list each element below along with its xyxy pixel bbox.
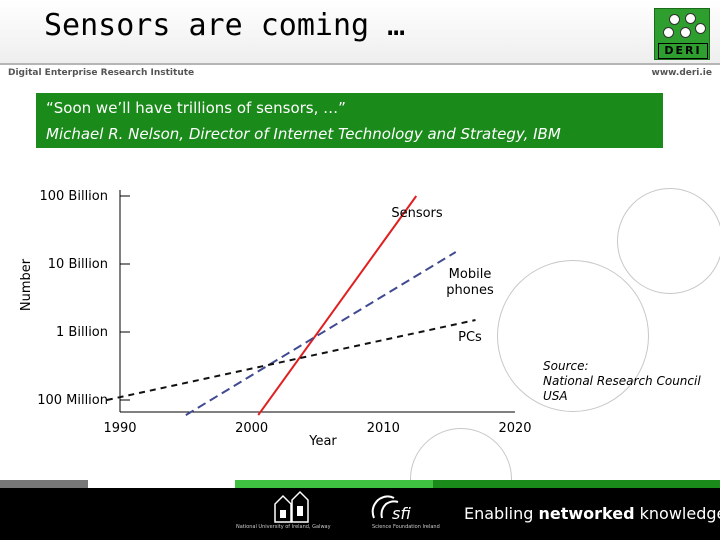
sfi-text: sfi <box>392 504 411 523</box>
logo-dot-icon <box>663 27 674 38</box>
source-annotation: Source: <box>543 359 589 373</box>
logo-dot-icon <box>685 13 696 24</box>
header-divider <box>0 63 720 65</box>
series-label: Mobile <box>449 267 492 282</box>
chart-labels: 100 Billion 10 Billion 1 Billion 100 Millio… <box>19 189 701 449</box>
series-line-mobile-phones <box>185 251 457 416</box>
source-annotation: USA <box>543 389 568 403</box>
tagline-bold: networked <box>538 504 635 523</box>
y-tick-label: 100 Million <box>37 393 108 408</box>
x-tick-label: 2000 <box>235 421 268 436</box>
deri-logo: DERI <box>654 8 710 60</box>
x-tick-label: 2020 <box>498 421 531 436</box>
nuig-caption: National University of Ireland, Galway <box>236 524 331 530</box>
nuig-crest-icon <box>274 490 309 523</box>
logo-text: DERI <box>658 43 708 59</box>
tagline-part: Enabling <box>464 504 539 523</box>
logo-dot-icon <box>695 23 706 34</box>
sfi-logo-icon <box>371 495 399 519</box>
sfi-caption: Science Foundation Ireland <box>372 524 440 530</box>
footer-strip-gray <box>0 480 88 488</box>
chart-series <box>106 195 476 416</box>
header-bar <box>0 0 720 64</box>
decorative-circle <box>497 260 649 412</box>
institute-name: Digital Enterprise Research Institute <box>8 68 195 78</box>
x-tick-label: 1990 <box>103 421 136 436</box>
chart-grid <box>119 190 515 413</box>
quote-attribution: Michael R. Nelson, Director of Internet … <box>46 125 561 143</box>
decorative-circle <box>617 188 720 294</box>
y-tick-label: 10 Billion <box>48 257 108 272</box>
footer-strip-white <box>88 480 235 488</box>
series-line-pcs <box>106 319 476 401</box>
slide-title: Sensors are coming … <box>44 8 406 43</box>
growth-chart: 100 Billion 10 Billion 1 Billion 100 Millio… <box>19 189 701 449</box>
quote-text: “Soon we’ll have trillions of sensors, …… <box>46 99 346 117</box>
footer-bar <box>0 488 720 540</box>
series-label: Sensors <box>391 206 443 221</box>
x-tick-label: 2010 <box>367 421 400 436</box>
series-line-sensors <box>257 195 418 416</box>
y-axis-label: Number <box>19 258 34 311</box>
footer-strip-dark-green <box>433 480 720 488</box>
x-axis-label: Year <box>308 434 337 449</box>
footer-strip-light-green <box>235 480 433 488</box>
y-tick-label: 1 Billion <box>56 325 108 340</box>
quote-box: “Soon we’ll have trillions of sensors, …… <box>36 93 663 148</box>
series-label: PCs <box>458 330 482 345</box>
logo-dot-icon <box>680 27 691 38</box>
logo-dot-icon <box>669 14 680 25</box>
source-annotation: National Research Council <box>543 374 701 388</box>
y-tick-label: 100 Billion <box>39 189 108 204</box>
tagline-part: knowledge. <box>639 504 720 523</box>
site-url[interactable]: www.deri.ie <box>651 68 712 78</box>
footer-tagline: Enabling networked knowledge. <box>464 504 720 523</box>
series-label: phones <box>446 283 494 298</box>
